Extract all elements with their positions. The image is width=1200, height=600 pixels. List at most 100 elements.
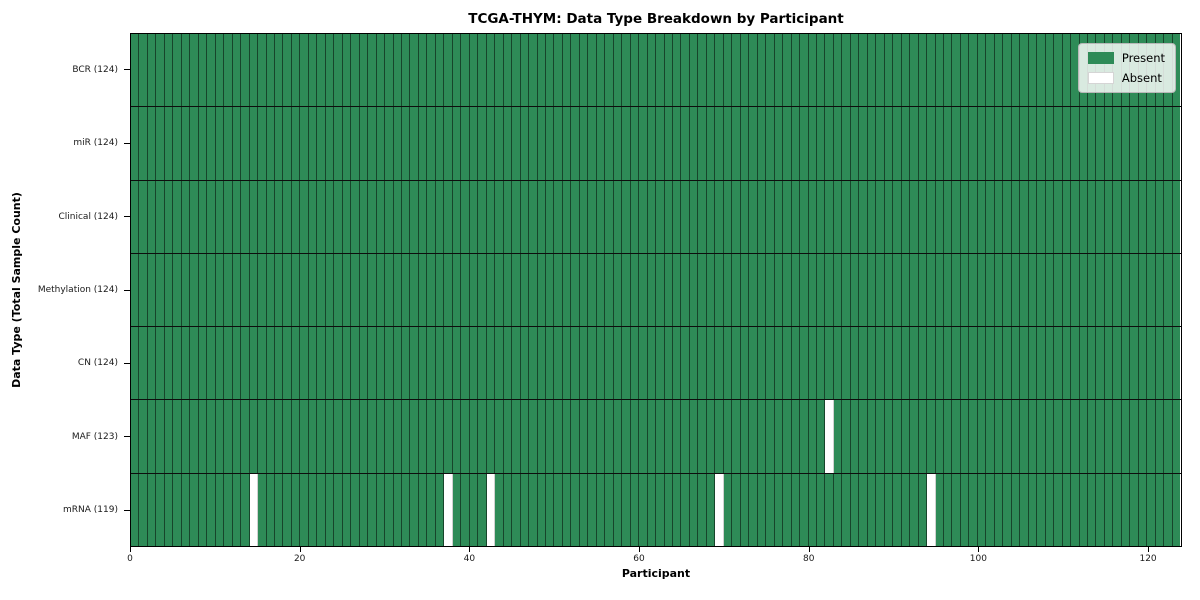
cell-present [444,180,453,253]
cell-present [393,107,402,180]
cell-present [469,473,479,546]
cell-present [749,473,758,546]
cell-present [715,107,724,180]
cell-present [512,400,521,473]
cell-present [867,107,877,180]
cell-present [147,34,157,107]
cell-present [147,180,157,253]
cell-present [1054,180,1063,253]
cell-present [639,107,648,180]
cell-present [139,180,148,253]
cell-present [1147,327,1156,400]
cell-present [181,180,191,253]
cell-present [910,34,919,107]
cell-present [495,253,504,327]
cell-present [571,180,580,253]
cell-present [427,180,436,253]
cell-present [1062,327,1072,400]
legend-label: Present [1121,51,1165,65]
cell-present [402,253,411,327]
cell-present [622,327,631,400]
cell-present [562,253,572,327]
cell-present [1003,107,1012,180]
cell-present [317,473,326,546]
cell-present [630,327,640,400]
cell-present [469,253,479,327]
cell-present [198,327,208,400]
cell-present [529,473,538,546]
cell-present [308,473,318,546]
cell-present [385,34,394,107]
cell-present [427,34,436,107]
cell-present [715,400,724,473]
cell-present [952,107,961,180]
cell-present [164,253,174,327]
cell-present [816,34,826,107]
cell-present [800,473,809,546]
cell-present [334,34,343,107]
cell-present [156,327,165,400]
cell-present [613,327,623,400]
cell-present [715,180,724,253]
cell-present [1113,400,1122,473]
cell-present [393,473,402,546]
x-tick-label: 120 [1139,554,1157,564]
cell-present [808,107,817,180]
cell-present [1054,473,1063,546]
cell-present [969,34,978,107]
cell-present [783,107,792,180]
cell-present [613,253,623,327]
cell-present [1121,180,1131,253]
y-tick-mark [124,142,130,144]
cell-present [376,473,386,546]
cell-present [673,473,682,546]
cell-present [859,34,868,107]
cell-present [910,327,919,400]
cell-present [173,253,182,327]
cell-present [520,180,530,253]
cell-present [554,107,563,180]
cell-present [351,180,360,253]
cell-present [444,327,453,400]
cell-present [215,34,225,107]
cell-present [783,327,792,400]
cell-present [308,327,318,400]
cell-present [791,253,801,327]
cell-present [1164,327,1173,400]
cell-present [308,107,318,180]
cell-present [1028,34,1038,107]
cell-present [1130,180,1139,253]
cell-present [918,34,928,107]
cell-present [732,34,741,107]
cell-present [910,107,919,180]
cell-present [1155,327,1165,400]
y-tick-mark [124,362,130,364]
cell-present [334,400,343,473]
cell-present [901,34,911,107]
cell-present [410,180,419,253]
cell-present [537,34,546,107]
cell-present [224,180,233,253]
cell-present [816,107,826,180]
cell-present [173,473,182,546]
cell-present [571,253,580,327]
cell-present [283,180,292,253]
cell-present [935,107,944,180]
heatmap-row [131,180,1181,254]
cell-present [986,327,995,400]
cell-present [512,180,521,253]
cell-present [562,107,572,180]
cell-present [198,34,208,107]
cell-present [816,180,826,253]
cell-present [241,253,250,327]
cell-absent [715,473,724,546]
cell-present [1113,473,1122,546]
cell-present [418,180,428,253]
cell-present [249,400,259,473]
cell-present [842,253,851,327]
cell-present [1172,400,1181,473]
y-tick-label: CN (124) [77,358,118,369]
cell-present [469,34,479,107]
cell-present [952,327,961,400]
